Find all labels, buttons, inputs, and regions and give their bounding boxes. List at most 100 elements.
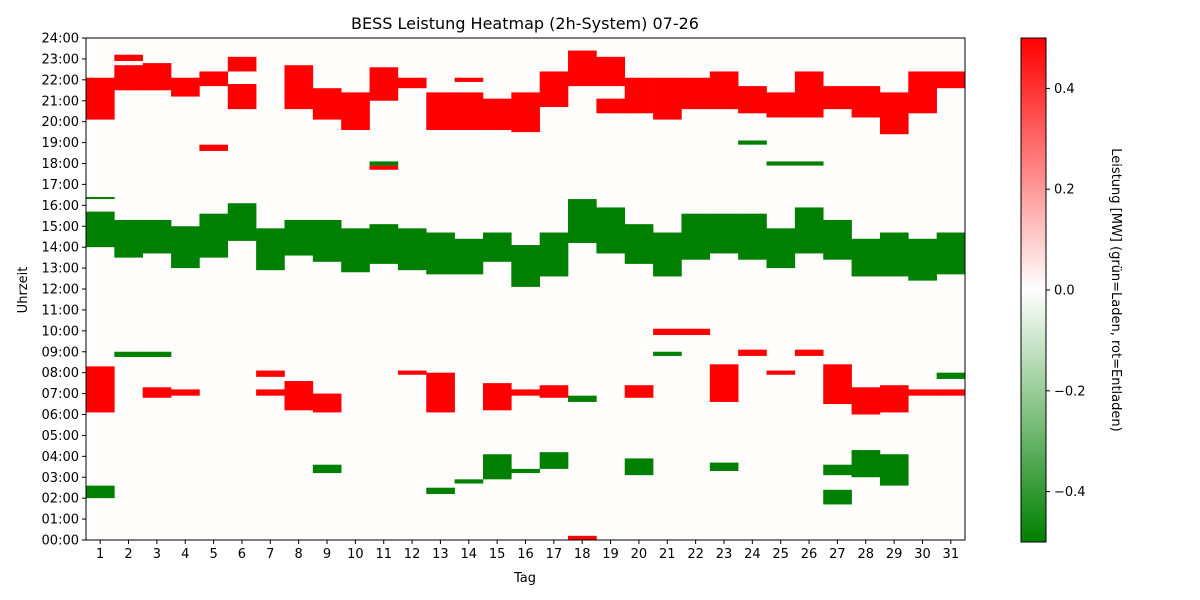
x-tick-label: 19 — [602, 547, 619, 562]
colorbar-tick-label: 0.2 — [1054, 183, 1075, 198]
y-tick-label: 01:00 — [42, 513, 79, 528]
y-tick-label: 22:00 — [42, 73, 79, 88]
heatmap-cell-charge — [369, 161, 399, 166]
heatmap-cells — [86, 50, 965, 540]
x-tick-label: 26 — [801, 547, 818, 562]
heatmap-cell-charge — [653, 232, 682, 277]
heatmap-cell-discharge — [823, 364, 852, 405]
heatmap-cell-discharge — [653, 328, 682, 336]
x-tick-label: 21 — [659, 547, 676, 562]
heatmap-cell-charge — [738, 140, 767, 145]
heatmap-cell-discharge — [511, 389, 540, 396]
x-tick-label: 16 — [517, 547, 534, 562]
heatmap-cell-discharge — [256, 370, 285, 377]
heatmap-cell-discharge — [482, 98, 512, 131]
heatmap-cell-charge — [568, 395, 597, 402]
x-axis-ticks: 1 2 3 4 5 6 7 8 9 10 11 12 13 14 15 16 17 18 19 20 21 22 23 24 2… — [96, 540, 959, 562]
y-tick-label: 21:00 — [42, 94, 79, 109]
y-tick-label: 16:00 — [42, 199, 79, 214]
y-tick-label: 18:00 — [42, 157, 79, 172]
heatmap-cell-charge — [114, 219, 143, 258]
heatmap-cell-discharge — [596, 98, 626, 114]
x-tick-label: 25 — [772, 547, 789, 562]
heatmap-cell-charge — [624, 224, 654, 264]
heatmap-cell-discharge — [511, 92, 540, 133]
y-tick-label: 03:00 — [42, 471, 79, 486]
heatmap-cell-discharge — [114, 65, 143, 91]
heatmap-cell-charge — [794, 207, 824, 254]
colorbar-ticks: 0.4 0.2 0.0 −0.2 −0.4 — [1046, 82, 1086, 500]
colorbar-gradient — [1020, 37, 1047, 543]
heatmap-cell-discharge — [908, 389, 937, 396]
x-tick-label: 11 — [375, 547, 392, 562]
heatmap-cell-charge — [482, 454, 512, 480]
y-tick-label: 02:00 — [42, 492, 79, 507]
heatmap-cell-charge — [341, 228, 370, 273]
heatmap-cell-charge — [511, 468, 540, 474]
heatmap-cell-charge — [454, 238, 484, 275]
x-tick-label: 8 — [295, 547, 303, 562]
colorbar-tick-label: 0.0 — [1054, 284, 1075, 299]
x-tick-label: 13 — [432, 547, 449, 562]
heatmap-cell-discharge — [624, 385, 654, 398]
heatmap-cell-discharge — [86, 366, 115, 413]
y-tick-label: 12:00 — [42, 283, 79, 298]
heatmap-cell-discharge — [709, 364, 739, 402]
heatmap-cell-discharge — [539, 71, 569, 108]
y-tick-label: 15:00 — [42, 220, 79, 235]
heatmap-cell-charge — [227, 203, 257, 241]
heatmap-cell-charge — [86, 211, 115, 248]
heatmap-cell-charge — [624, 458, 654, 476]
heatmap-cell-discharge — [341, 92, 370, 131]
colorbar-tick-label: 0.4 — [1054, 82, 1075, 97]
heatmap-cell-charge — [256, 228, 285, 271]
heatmap-cell-charge — [426, 487, 455, 494]
heatmap-cell-charge — [596, 207, 626, 254]
heatmap-cell-discharge — [568, 50, 597, 87]
heatmap-cell-charge — [482, 232, 512, 262]
heatmap-cell-charge — [681, 213, 711, 260]
heatmap-cell-charge — [709, 213, 739, 254]
x-tick-label: 10 — [347, 547, 364, 562]
heatmap-cell-discharge — [142, 63, 172, 91]
heatmap-cell-discharge — [227, 84, 257, 110]
heatmap-cell-charge — [369, 224, 399, 264]
heatmap-cell-charge — [936, 232, 965, 275]
y-tick-label: 19:00 — [42, 136, 79, 151]
heatmap-cell-charge — [879, 454, 909, 486]
heatmap-cell-discharge — [426, 92, 455, 131]
heatmap-cell-charge — [86, 485, 115, 499]
x-tick-label: 6 — [238, 547, 246, 562]
heatmap-cell-discharge — [284, 65, 314, 110]
heatmap-cell-charge — [766, 228, 796, 269]
heatmap-plot-area — [85, 37, 966, 541]
heatmap-cell-charge — [454, 479, 484, 484]
y-tick-label: 17:00 — [42, 178, 79, 193]
heatmap-cell-charge — [312, 219, 342, 262]
heatmap-cell-discharge — [936, 71, 965, 89]
heatmap-cell-discharge — [114, 54, 143, 62]
heatmap-cell-charge — [86, 196, 115, 200]
heatmap-cell-discharge — [142, 387, 172, 398]
y-tick-label: 09:00 — [42, 345, 79, 360]
y-tick-label: 06:00 — [42, 408, 79, 423]
x-tick-label: 20 — [631, 547, 648, 562]
x-tick-label: 22 — [687, 547, 704, 562]
heatmap-cell-discharge — [653, 77, 682, 120]
heatmap-cell-discharge — [681, 77, 711, 110]
heatmap-cell-discharge — [794, 349, 824, 356]
y-tick-label: 08:00 — [42, 366, 79, 381]
heatmap-cell-charge — [851, 238, 881, 277]
x-tick-label: 9 — [323, 547, 331, 562]
x-tick-label: 5 — [209, 547, 217, 562]
heatmap-cell-charge — [114, 351, 143, 357]
x-tick-label: 28 — [857, 547, 874, 562]
heatmap-cell-discharge — [199, 71, 229, 87]
heatmap-cell-charge — [823, 219, 852, 260]
x-tick-label: 3 — [153, 547, 161, 562]
heatmap-cell-discharge — [738, 86, 767, 114]
x-tick-label: 27 — [829, 547, 846, 562]
heatmap-cell-discharge — [568, 535, 597, 540]
heatmap-cell-charge — [653, 351, 682, 356]
